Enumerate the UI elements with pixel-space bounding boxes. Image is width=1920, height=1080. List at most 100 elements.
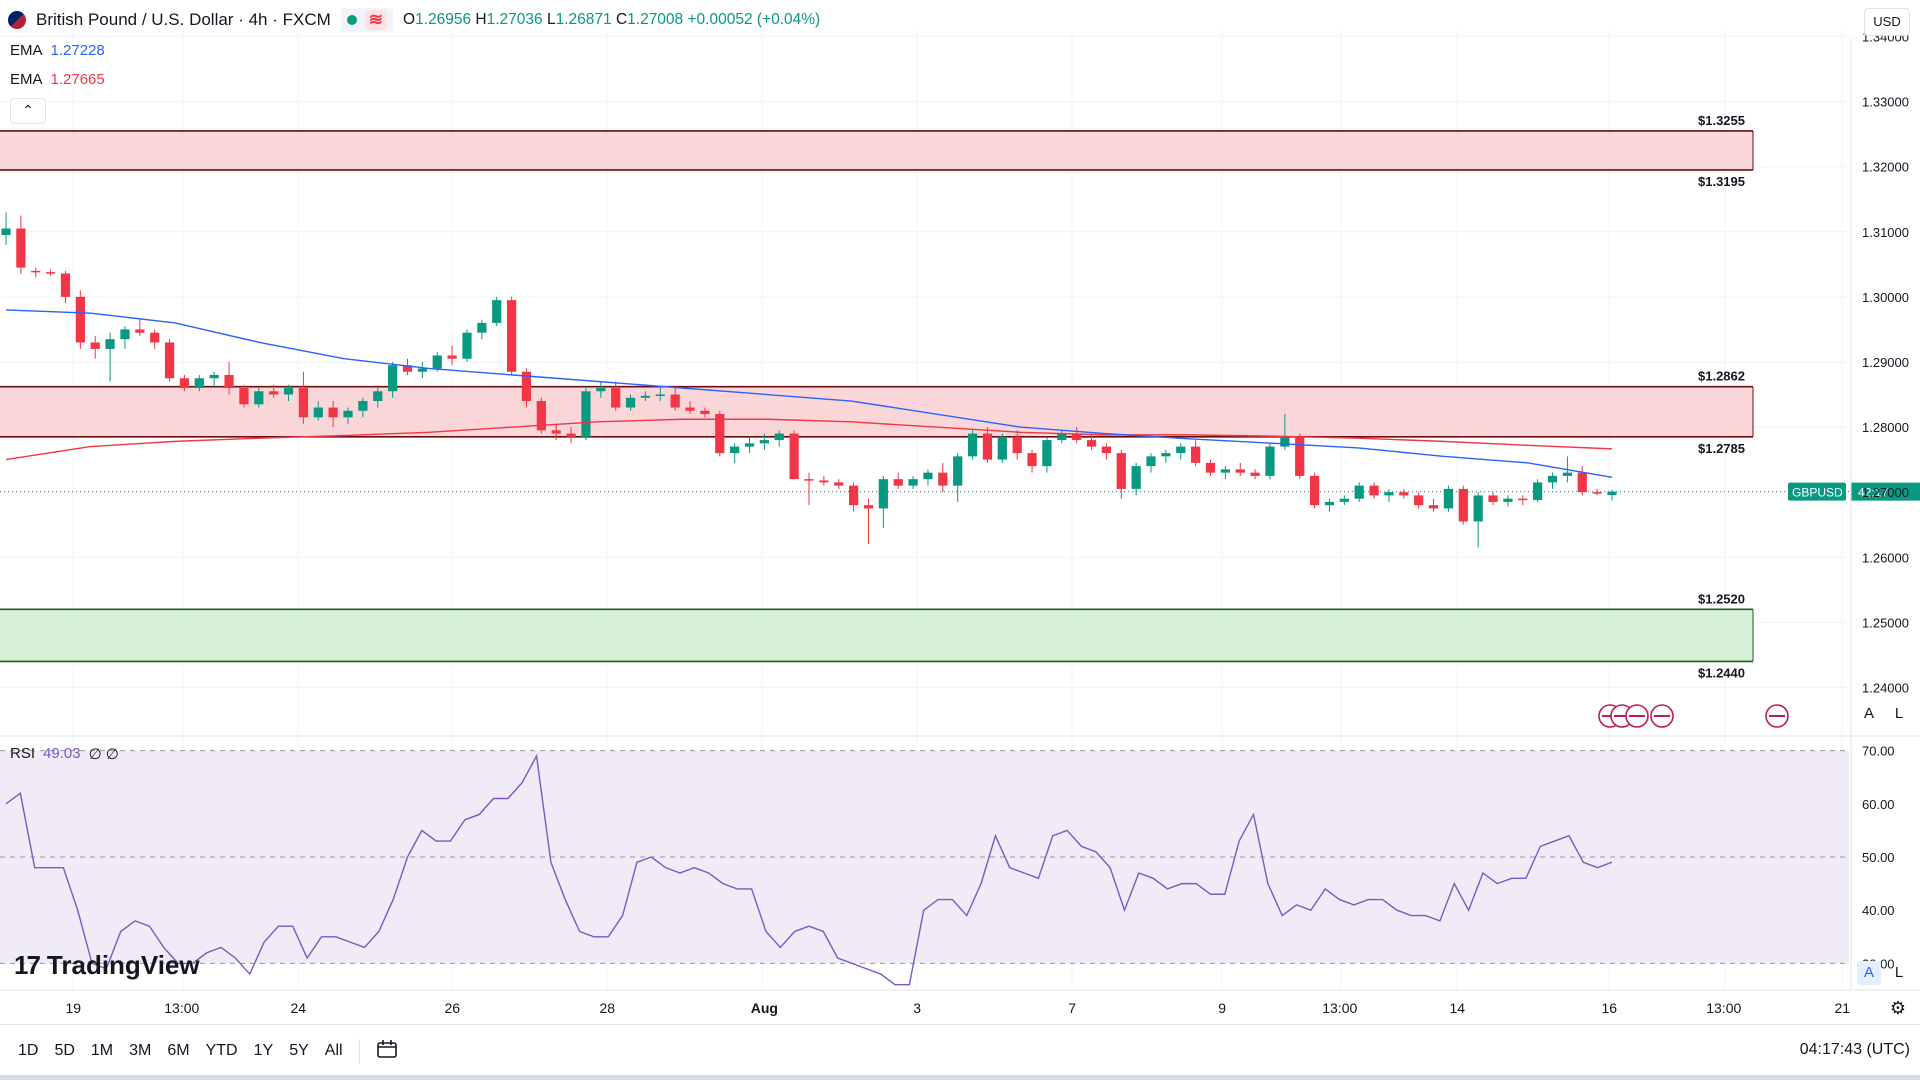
candle-body (655, 394, 665, 397)
range-1y[interactable]: 1Y (253, 1042, 274, 1059)
candle-body (1369, 485, 1379, 496)
candle-body (967, 433, 978, 457)
candle-body (1562, 472, 1572, 476)
candle-body (804, 479, 814, 481)
ema2-legend[interactable]: EMA 1.27665 (10, 71, 105, 88)
candle-body (254, 391, 264, 405)
currency-button[interactable]: USD (1864, 8, 1910, 36)
price-tag-symbol-bg (1788, 482, 1846, 501)
candle-body (224, 374, 234, 389)
candle-body (1235, 469, 1245, 473)
rsi-tick-label: 60.00 (1862, 797, 1895, 812)
candle-body (1458, 488, 1468, 522)
candle-body (1161, 453, 1171, 457)
candle-body (730, 446, 740, 454)
range-1m[interactable]: 1M (90, 1042, 114, 1059)
candle-body (60, 273, 71, 297)
tradingview-logo: 17 TradingView (14, 950, 200, 981)
calendar-icon[interactable] (368, 1039, 406, 1064)
candle-body (90, 342, 100, 349)
ema2-value: 1.27665 (50, 71, 105, 88)
candle-body (328, 407, 338, 418)
settings-gear-icon[interactable]: ⚙ (1889, 998, 1906, 1018)
candle-body (611, 388, 621, 408)
log-scale-button[interactable]: L (1894, 705, 1904, 722)
candle-body (1072, 433, 1082, 441)
candle-body (477, 322, 487, 333)
rsi-extra: ∅ ∅ (88, 746, 119, 763)
time-tick-label: 14 (1450, 1000, 1466, 1016)
candle-body (1205, 462, 1216, 473)
ema2-label: EMA (10, 71, 43, 88)
range-3m[interactable]: 3M (129, 1042, 152, 1059)
candle-body (506, 300, 517, 372)
chart-header: British Pound / U.S. Dollar · 4h · FXCM … (8, 8, 820, 32)
high-value: 1.27036 (486, 11, 543, 28)
candle-body (1339, 498, 1349, 502)
candle-body (1443, 488, 1454, 509)
time-tick-label: 21 (1835, 1000, 1851, 1016)
zone-bottom-label: $1.2440 (1698, 665, 1745, 680)
time-tick-label: 13:00 (1322, 1000, 1357, 1016)
candle-body (1473, 495, 1483, 522)
candle-body (1592, 492, 1602, 494)
range-all[interactable]: All (324, 1042, 343, 1059)
candle-body (581, 391, 591, 437)
time-tick-label: 13:00 (1706, 1000, 1741, 1016)
toolbar-divider (358, 1039, 360, 1063)
range-6m[interactable]: 6M (167, 1042, 190, 1059)
time-tick-label: 24 (291, 1000, 307, 1016)
candle-body (849, 485, 859, 506)
candle-body (938, 472, 948, 486)
candle-body (209, 374, 219, 379)
rsi-auto-scale-button[interactable]: A (1857, 961, 1881, 985)
rsi-log-scale-button[interactable]: L (1894, 964, 1904, 981)
wave-icon: ≋ (364, 10, 388, 30)
candle-body (1384, 492, 1394, 496)
open-value: 1.26956 (415, 11, 472, 28)
range-5d[interactable]: 5D (54, 1042, 75, 1059)
range-5y[interactable]: 5Y (289, 1042, 309, 1059)
candle-body (1399, 492, 1409, 496)
candle-body (1086, 440, 1097, 447)
candle-body (150, 332, 160, 343)
candle-body (908, 479, 918, 486)
ema-fast-line (5, 309, 1613, 479)
rsi-tick-label: 70.00 (1862, 744, 1895, 759)
candle-body (1265, 446, 1275, 476)
candle-body (1027, 453, 1037, 467)
auto-scale-button[interactable]: A (1863, 705, 1874, 722)
resistance-zone (0, 130, 1753, 170)
ema1-label: EMA (10, 42, 43, 59)
price-tick-label: 1.25000 (1862, 615, 1909, 630)
ema1-value: 1.27228 (50, 42, 105, 59)
price-tick-label: 1.30000 (1862, 290, 1909, 305)
candle-body (1, 228, 11, 236)
candle-body (179, 378, 190, 389)
time-tick-label: 26 (445, 1000, 461, 1016)
candle-body (135, 329, 145, 333)
range-ytd[interactable]: YTD (205, 1042, 238, 1059)
candle-body (462, 332, 472, 359)
range-1d[interactable]: 1D (18, 1042, 39, 1059)
candle-body (863, 505, 874, 509)
price-tick-label: 1.31000 (1862, 225, 1909, 240)
candle-body (1414, 495, 1424, 506)
candle-body (625, 397, 636, 408)
candle-body (953, 456, 963, 486)
candle-body (358, 401, 368, 411)
low-value: 1.26871 (555, 11, 612, 28)
candle-body (923, 472, 933, 480)
candle-body (685, 407, 695, 411)
price-tick-label: 1.29000 (1862, 355, 1909, 370)
symbol-title[interactable]: British Pound / U.S. Dollar · 4h · FXCM (36, 10, 331, 29)
candle-body (388, 365, 398, 392)
ema1-legend[interactable]: EMA 1.27228 (10, 42, 105, 59)
candle-body (1191, 446, 1201, 463)
rsi-legend[interactable]: RSI 49.03 ∅ ∅ (10, 745, 119, 763)
collapse-legend-button[interactable]: ⌃ (10, 98, 46, 124)
utc-clock[interactable]: 04:17:43 (UTC) (1799, 1041, 1910, 1058)
status-pill[interactable]: ≋ (340, 8, 394, 32)
candle-body (670, 394, 680, 408)
